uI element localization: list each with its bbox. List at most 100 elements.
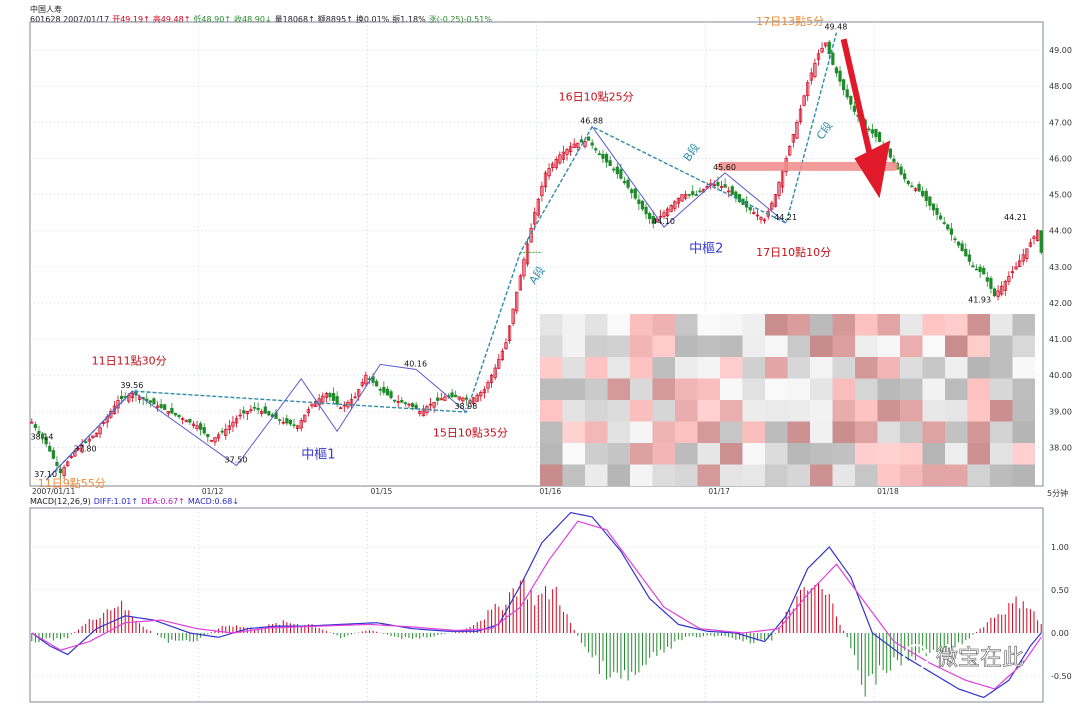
- mosaic-cell: [540, 378, 563, 400]
- candle-body: [303, 414, 307, 423]
- candle-body: [285, 418, 289, 424]
- candle-body: [260, 411, 264, 414]
- mosaic-cell: [990, 464, 1013, 486]
- candle-body: [148, 400, 152, 403]
- candle-body: [439, 398, 443, 401]
- mosaic-cell: [1012, 464, 1035, 486]
- candle-body: [418, 411, 422, 414]
- candle-body: [403, 402, 407, 405]
- candle-body: [339, 407, 343, 410]
- mosaic-cell: [652, 464, 675, 486]
- mosaic-cell: [697, 335, 720, 357]
- candle-body: [364, 374, 368, 385]
- mosaic-cell: [832, 400, 855, 422]
- candle-body: [461, 397, 465, 402]
- mosaic-cell: [877, 378, 900, 400]
- candle-body: [809, 72, 813, 81]
- candle-body: [224, 429, 228, 436]
- candle-body: [816, 53, 821, 60]
- mosaic-cell: [945, 421, 968, 443]
- quote-part-0: 601628 2007/01/17: [30, 15, 110, 24]
- mosaic-cell: [967, 421, 990, 443]
- candle-body: [712, 184, 716, 186]
- mosaic-cell: [742, 464, 765, 486]
- mosaic-cell: [675, 400, 698, 422]
- candle-body: [723, 184, 727, 188]
- candle-body: [594, 148, 598, 151]
- mosaic-cell: [562, 421, 585, 443]
- mosaic-cell: [585, 378, 608, 400]
- candle-body: [486, 382, 490, 389]
- candle-body: [1039, 230, 1043, 253]
- candle-body: [91, 435, 95, 439]
- mosaic-cell: [562, 443, 585, 465]
- mosaic-cell: [787, 314, 810, 336]
- mosaic-cell: [990, 314, 1013, 336]
- candle-body: [985, 277, 989, 282]
- mosaic-cell: [855, 443, 878, 465]
- candle-body: [145, 398, 149, 401]
- pivot2-zigzag: [591, 126, 787, 228]
- candle-body: [529, 227, 533, 243]
- candle-body: [112, 405, 117, 415]
- candle-body: [1018, 260, 1022, 268]
- price-y-tick-1: 39.00: [1049, 407, 1072, 416]
- candle-body: [209, 439, 214, 442]
- mosaic-cell: [877, 421, 900, 443]
- mosaic-cell: [585, 421, 608, 443]
- candle-body: [877, 132, 882, 142]
- candle-body: [543, 172, 548, 188]
- candle-body: [66, 461, 70, 467]
- mosaic-cell: [607, 400, 630, 422]
- mosaic-cell: [630, 378, 653, 400]
- red-arrow-head: [854, 140, 891, 199]
- macd-y-tick-1: 0.00: [1051, 629, 1069, 638]
- candle-body: [1036, 230, 1040, 241]
- candle-body: [331, 393, 336, 401]
- mosaic-cell: [1012, 314, 1035, 336]
- quote-part-8: 振1.18%: [392, 15, 426, 24]
- candle-body: [798, 108, 803, 122]
- candle-body: [615, 166, 619, 175]
- mosaic-cell: [990, 421, 1013, 443]
- candle-body: [454, 394, 458, 398]
- mosaic-cell: [540, 400, 563, 422]
- candle-body: [216, 434, 221, 439]
- candle-body: [1003, 280, 1007, 291]
- x-tick-4: 01/17: [708, 487, 730, 496]
- candle-body: [683, 194, 688, 199]
- candle-body: [256, 407, 260, 410]
- mosaic-cell: [765, 335, 788, 357]
- candle-body: [1000, 285, 1004, 295]
- mosaic-cell: [652, 357, 675, 379]
- obscured-mosaic: [540, 314, 1035, 486]
- mosaic-cell: [607, 443, 630, 465]
- macd-y-tick-3: 1.00: [1051, 543, 1069, 552]
- price-y-tick-8: 46.00: [1049, 154, 1072, 163]
- candle-body: [716, 182, 720, 186]
- candle-body: [234, 418, 239, 424]
- candle-body: [195, 425, 199, 429]
- mosaic-cell: [720, 314, 743, 336]
- candle-body: [676, 197, 680, 204]
- candle-body: [762, 219, 767, 222]
- candle-body: [507, 325, 512, 341]
- candle-body: [400, 400, 404, 403]
- candle-body: [281, 421, 285, 424]
- candle-body: [84, 441, 88, 443]
- mosaic-cell: [697, 357, 720, 379]
- mosaic-cell: [1012, 443, 1035, 465]
- mosaic-cell: [810, 421, 833, 443]
- candle-body: [450, 392, 454, 398]
- candle-body: [612, 168, 616, 171]
- candle-body: [202, 427, 206, 434]
- mosaic-cell: [652, 335, 675, 357]
- mosaic-cell: [832, 357, 855, 379]
- mosaic-cell: [922, 443, 945, 465]
- candle-body: [899, 166, 903, 175]
- candle-body: [637, 199, 641, 204]
- mosaic-cell: [945, 400, 968, 422]
- mosaic-cell: [855, 378, 878, 400]
- mosaic-cell: [675, 378, 698, 400]
- candle-body: [604, 154, 609, 163]
